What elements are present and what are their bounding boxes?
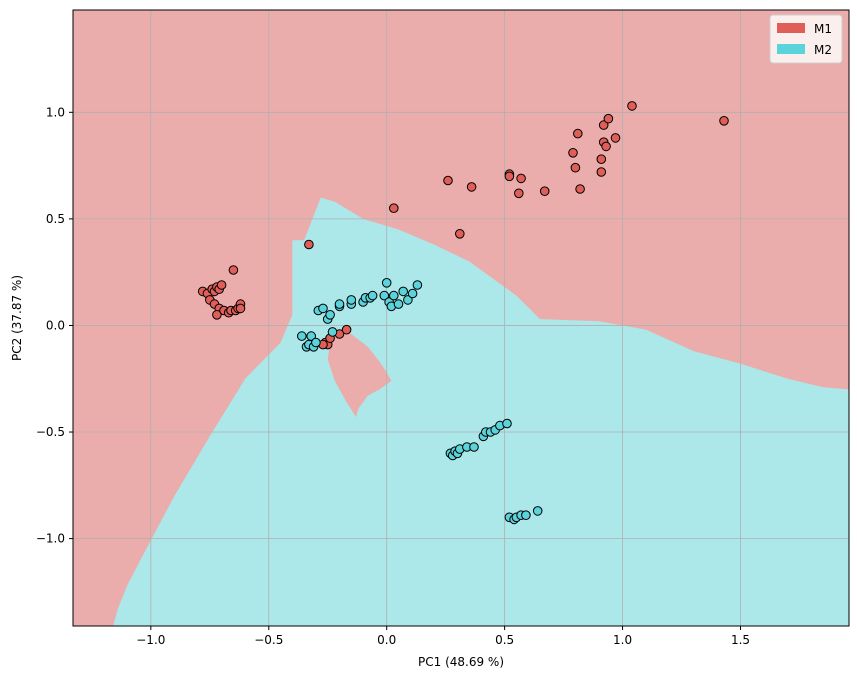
data-point-m1: [603, 113, 614, 124]
m1-decision-island: [327, 329, 392, 418]
data-point-m2: [325, 310, 335, 320]
data-point-m2: [398, 286, 409, 297]
data-point-m1: [627, 101, 637, 111]
data-point-m1: [596, 154, 607, 164]
data-point-m1: [596, 167, 607, 177]
data-point-m1: [598, 120, 609, 130]
data-point-m2: [311, 337, 321, 348]
plot-frame: [72, 9, 850, 627]
data-point-m1: [539, 186, 550, 196]
data-point-m1: [575, 184, 585, 194]
data-point-m2: [297, 331, 307, 341]
y-tick-label: 1.0: [46, 105, 65, 119]
data-point-m2: [502, 418, 512, 429]
axis-ticks: −1.0 −0.5 0.0 0.5 1.0 1.5 −1.0 −0.5 0.0 0.5 1.0: [36, 105, 750, 647]
x-tick-label: −0.5: [254, 633, 283, 647]
data-point-m1: [443, 175, 453, 186]
data-point-m2: [389, 290, 399, 301]
data-point-m2: [407, 288, 418, 299]
data-point-m1: [601, 141, 611, 152]
data-point-m1: [514, 188, 524, 199]
legend-label-m1: M1: [814, 22, 832, 36]
data-point-m1: [573, 128, 583, 139]
data-point-m1: [466, 182, 477, 192]
x-tick-label: 0.0: [377, 633, 396, 647]
data-point-m2: [334, 299, 345, 309]
data-point-m2: [381, 278, 392, 288]
data-point-m2: [393, 299, 404, 309]
legend-swatch-m1: [777, 23, 805, 33]
data-point-m1: [235, 303, 246, 314]
data-point-m2: [521, 510, 531, 521]
m2-decision-region: [113, 197, 849, 626]
scatter-points: [197, 101, 729, 525]
y-tick-label: 0.5: [46, 212, 65, 226]
data-point-m1: [516, 173, 526, 184]
data-point-m2: [306, 331, 317, 341]
data-point-m1: [568, 148, 578, 158]
data-point-m2: [346, 295, 357, 305]
data-point-m1: [504, 171, 515, 182]
plot-area: [73, 10, 849, 626]
data-point-m1: [719, 116, 729, 126]
data-point-m1: [216, 280, 227, 290]
grid: [73, 10, 849, 626]
data-point-m1: [212, 310, 222, 320]
x-axis-label: PC1 (48.69 %): [418, 655, 504, 669]
data-point-m1: [304, 239, 314, 250]
data-point-m1: [570, 162, 581, 173]
data-point-m2: [469, 442, 479, 452]
data-point-m2: [379, 290, 390, 301]
data-point-m2: [412, 280, 423, 290]
y-tick-label: −0.5: [36, 425, 65, 439]
data-point-m1: [341, 324, 352, 335]
data-point-m2: [318, 303, 328, 314]
data-point-m1: [455, 229, 465, 239]
data-point-m1: [389, 203, 399, 213]
data-point-m2: [403, 295, 413, 305]
data-point-m2: [367, 290, 378, 301]
x-tick-label: −1.0: [136, 633, 165, 647]
data-point-m2: [532, 506, 543, 516]
x-tick-label: 1.0: [613, 633, 632, 647]
y-tick-label: 0.0: [46, 318, 65, 332]
data-point-m1: [228, 265, 239, 275]
data-point-m2: [327, 327, 338, 337]
y-tick-label: −1.0: [36, 532, 65, 546]
legend: M1 M2: [769, 14, 843, 64]
x-tick-label: 1.5: [731, 633, 750, 647]
y-axis-label: PC2 (37.87 %): [10, 275, 24, 361]
legend-swatch-m2: [777, 44, 805, 54]
legend-label-m2: M2: [814, 43, 832, 57]
x-tick-label: 0.5: [495, 633, 514, 647]
data-point-m1: [610, 133, 621, 143]
